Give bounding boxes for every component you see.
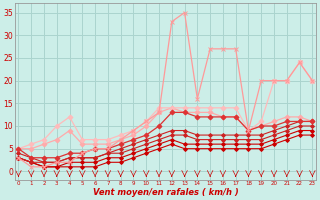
- X-axis label: Vent moyen/en rafales ( km/h ): Vent moyen/en rafales ( km/h ): [92, 188, 238, 197]
